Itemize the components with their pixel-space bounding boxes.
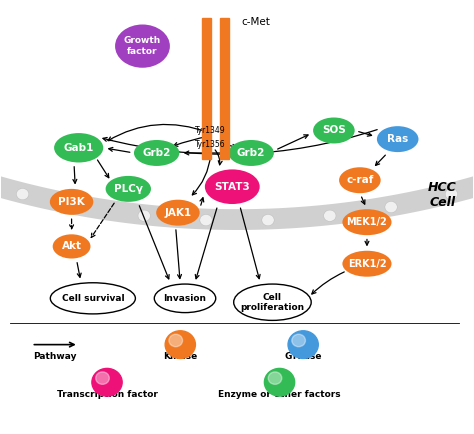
Ellipse shape	[106, 176, 151, 202]
Circle shape	[324, 210, 336, 221]
Ellipse shape	[50, 189, 93, 215]
Ellipse shape	[342, 251, 392, 277]
Circle shape	[268, 372, 282, 385]
Text: MEK1/2: MEK1/2	[346, 217, 387, 227]
Text: Tyr1349: Tyr1349	[195, 126, 226, 135]
Circle shape	[77, 201, 89, 213]
Text: Akt: Akt	[62, 241, 82, 251]
Text: SOS: SOS	[322, 125, 346, 135]
Ellipse shape	[155, 284, 216, 312]
Ellipse shape	[228, 140, 274, 166]
Circle shape	[292, 334, 305, 347]
Text: Invasion: Invasion	[164, 294, 207, 303]
Ellipse shape	[339, 167, 381, 193]
Circle shape	[92, 368, 122, 396]
Ellipse shape	[50, 283, 136, 314]
Circle shape	[264, 368, 295, 396]
Circle shape	[165, 331, 195, 358]
Polygon shape	[0, 0, 474, 230]
Text: STAT3: STAT3	[214, 182, 250, 192]
Text: JAK1: JAK1	[164, 208, 191, 218]
Text: Gab1: Gab1	[64, 143, 94, 153]
Ellipse shape	[205, 169, 260, 204]
Ellipse shape	[156, 200, 200, 226]
Circle shape	[262, 214, 274, 226]
Circle shape	[445, 188, 457, 200]
Text: c-raf: c-raf	[346, 175, 374, 185]
Circle shape	[169, 334, 182, 347]
Text: Grb2: Grb2	[237, 148, 265, 158]
Text: Ras: Ras	[387, 134, 408, 144]
Text: PLCγ: PLCγ	[114, 184, 143, 194]
Circle shape	[96, 372, 109, 385]
Text: GTPase: GTPase	[284, 352, 322, 361]
Text: Cell survival: Cell survival	[62, 294, 124, 303]
Bar	[202, 18, 211, 158]
Ellipse shape	[342, 209, 392, 235]
Text: Tyr1356: Tyr1356	[195, 140, 226, 149]
Circle shape	[138, 210, 150, 221]
Text: Transcription factor: Transcription factor	[56, 390, 157, 399]
Ellipse shape	[234, 284, 311, 320]
Circle shape	[17, 188, 29, 200]
Text: Enzyme or other factors: Enzyme or other factors	[218, 390, 341, 399]
Circle shape	[200, 214, 212, 226]
Ellipse shape	[134, 140, 179, 166]
Text: Cell
proliferation: Cell proliferation	[240, 293, 304, 312]
Ellipse shape	[313, 118, 355, 144]
Ellipse shape	[54, 133, 103, 162]
Text: Kinase: Kinase	[163, 352, 197, 361]
Text: HCC
Cell: HCC Cell	[428, 181, 457, 209]
Ellipse shape	[53, 234, 91, 259]
Text: Growth
factor: Growth factor	[124, 36, 161, 56]
Text: Grb2: Grb2	[143, 148, 171, 158]
Text: PI3K: PI3K	[58, 197, 85, 207]
Circle shape	[288, 331, 318, 358]
Text: ERK1/2: ERK1/2	[347, 259, 386, 269]
Circle shape	[385, 201, 397, 213]
Text: c-Met: c-Met	[242, 17, 271, 27]
Ellipse shape	[115, 24, 170, 68]
Ellipse shape	[377, 126, 419, 152]
Text: Pathway: Pathway	[33, 352, 77, 361]
Bar	[220, 18, 229, 158]
